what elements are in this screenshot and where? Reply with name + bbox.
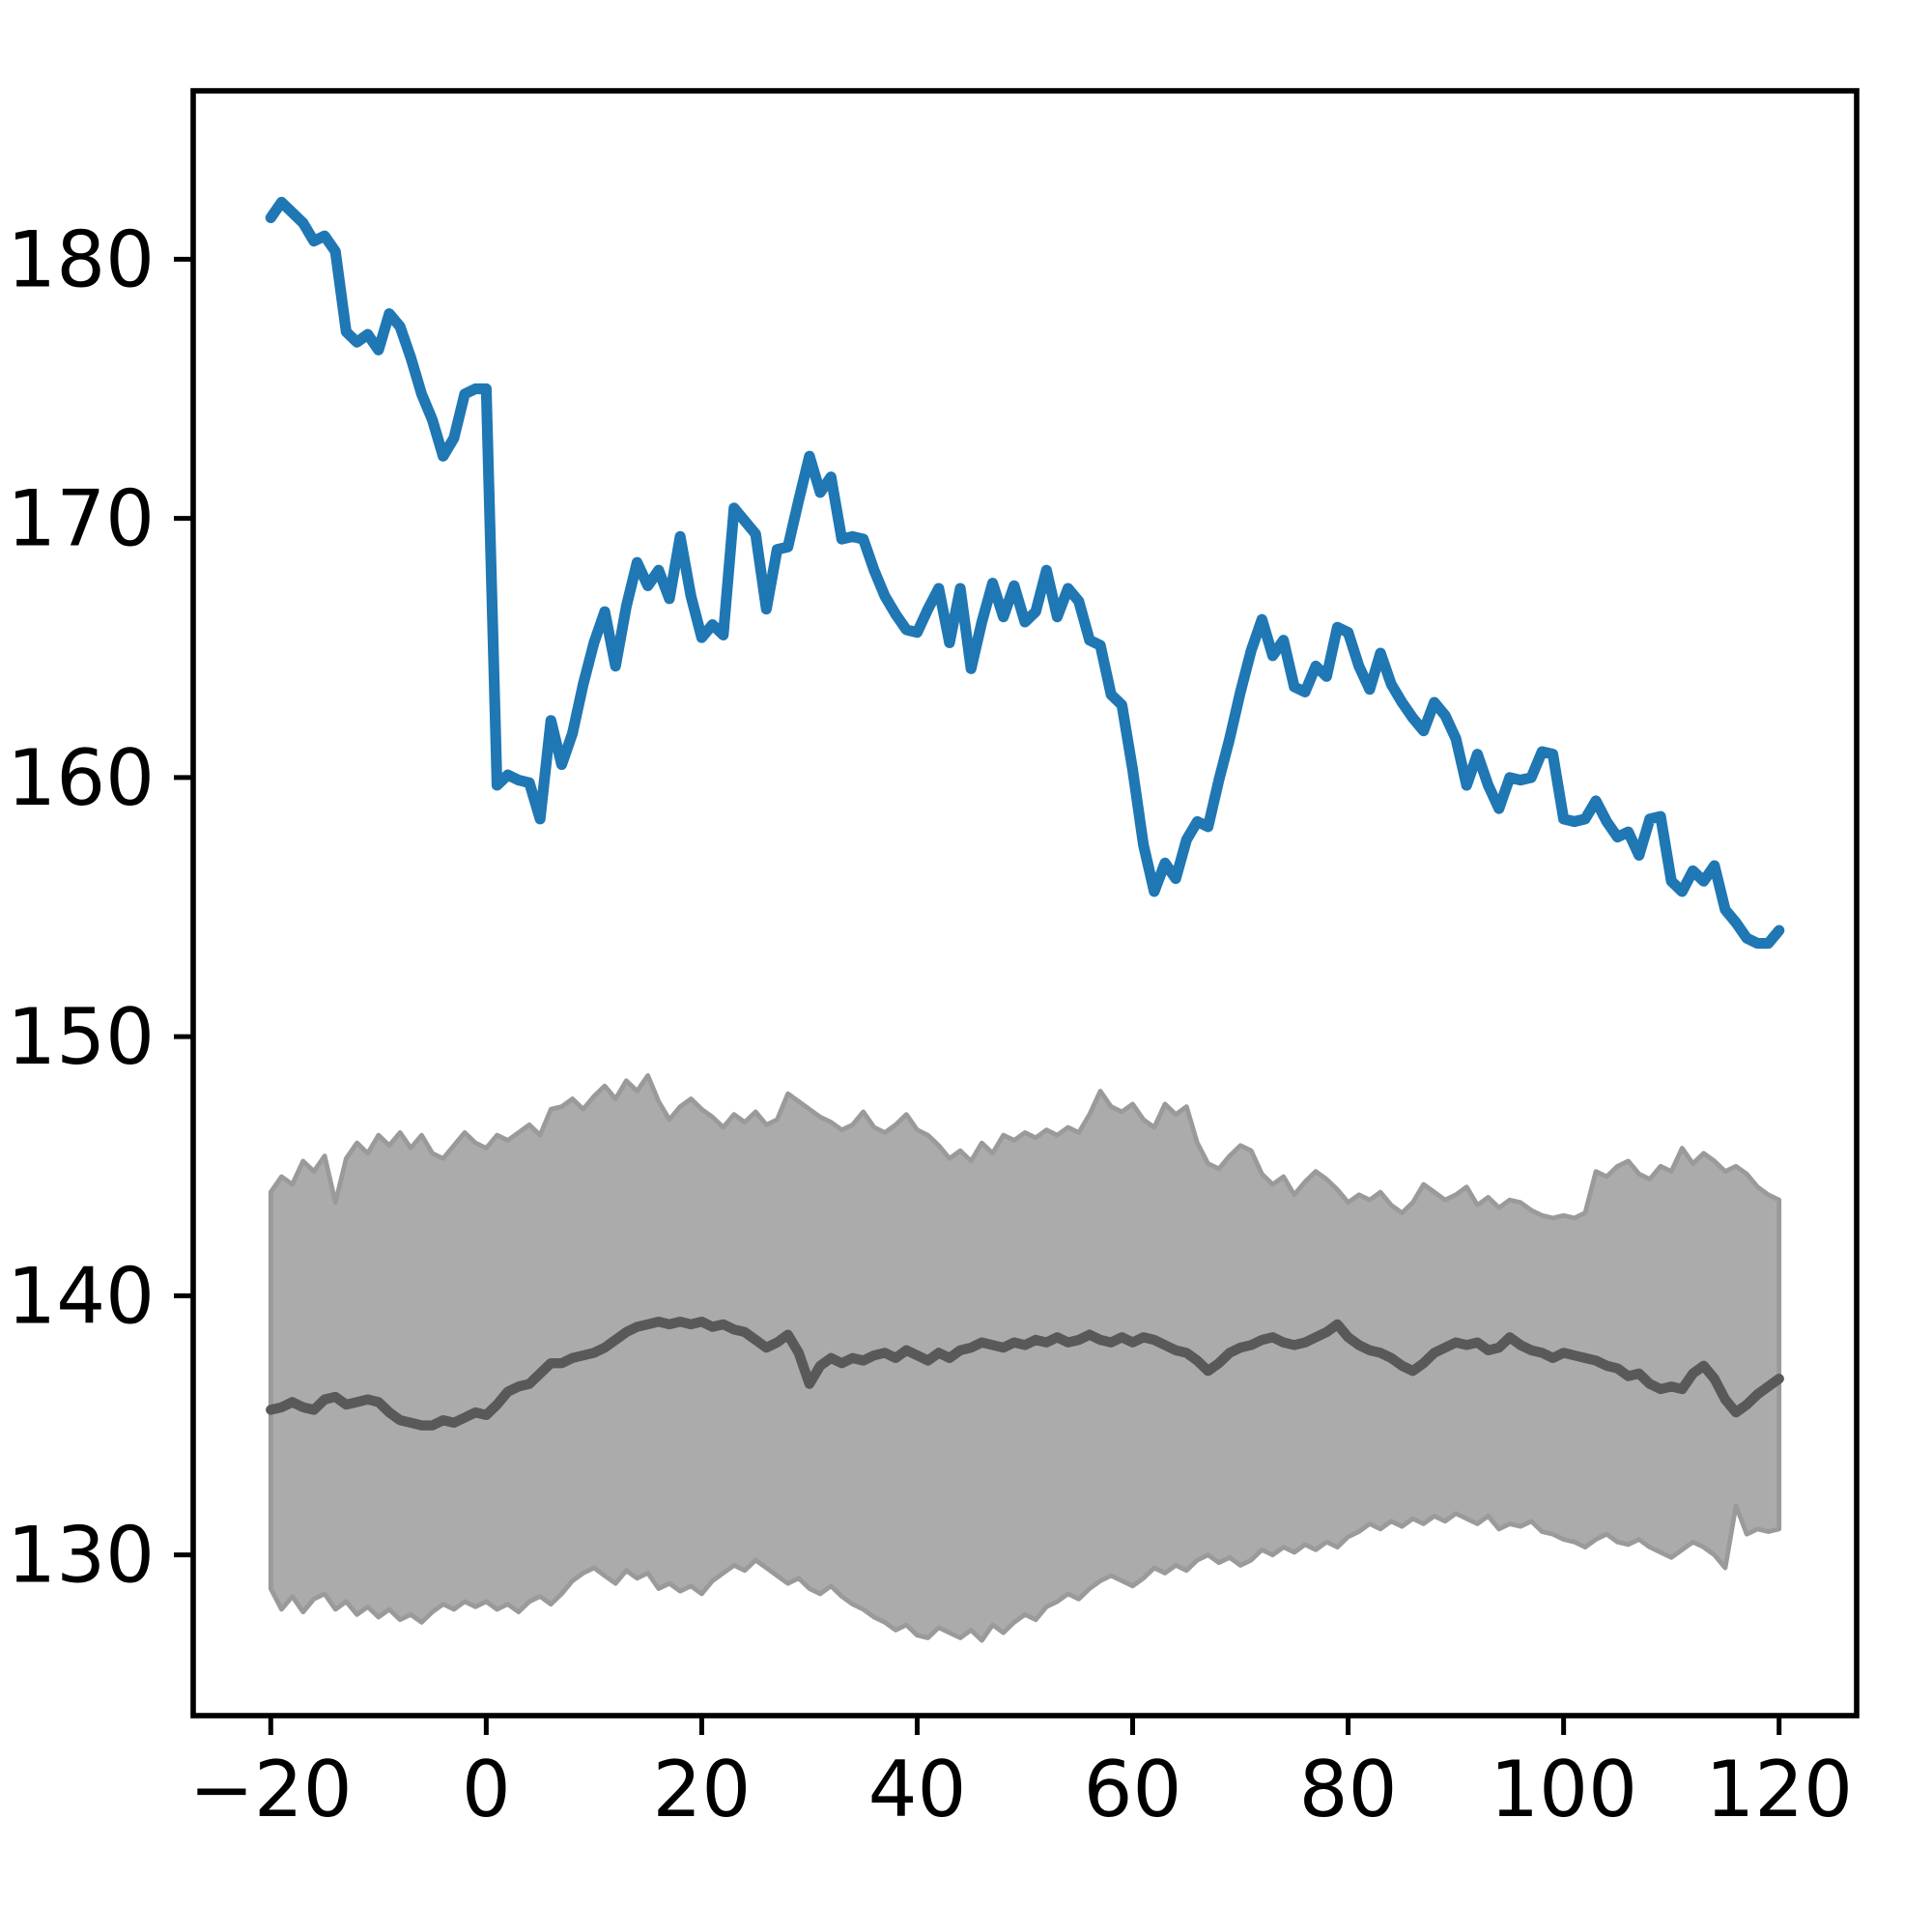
y-tick-label: 180: [7, 214, 155, 304]
confidence-band-layer: [268, 1073, 1782, 1643]
series-layer: [265, 196, 1785, 1431]
observed-line: [265, 196, 1785, 950]
x-tick-label: 40: [868, 1745, 967, 1834]
y-tick-label: 160: [7, 733, 155, 823]
y-tick-label: 140: [7, 1251, 155, 1341]
plot-frame: [190, 88, 1860, 1719]
x-tick-label: 20: [653, 1745, 752, 1834]
x-tick-label: 0: [462, 1745, 511, 1834]
mean-line: [266, 1317, 1784, 1431]
y-tick-label: 170: [7, 474, 155, 564]
x-tick-label: 120: [1705, 1745, 1853, 1834]
axes-layer: −20 0 20 40 60 80 100 120 130 140 150 160 170 180: [7, 88, 1860, 1834]
x-tick-label: 60: [1084, 1745, 1182, 1834]
confidence-band: [268, 1073, 1782, 1643]
x-tick-label: 80: [1299, 1745, 1398, 1834]
y-tick-label: 130: [7, 1511, 155, 1601]
x-tick-label: 100: [1490, 1745, 1637, 1834]
x-tick-label: −20: [189, 1745, 353, 1834]
y-tick-label: 150: [7, 992, 155, 1082]
